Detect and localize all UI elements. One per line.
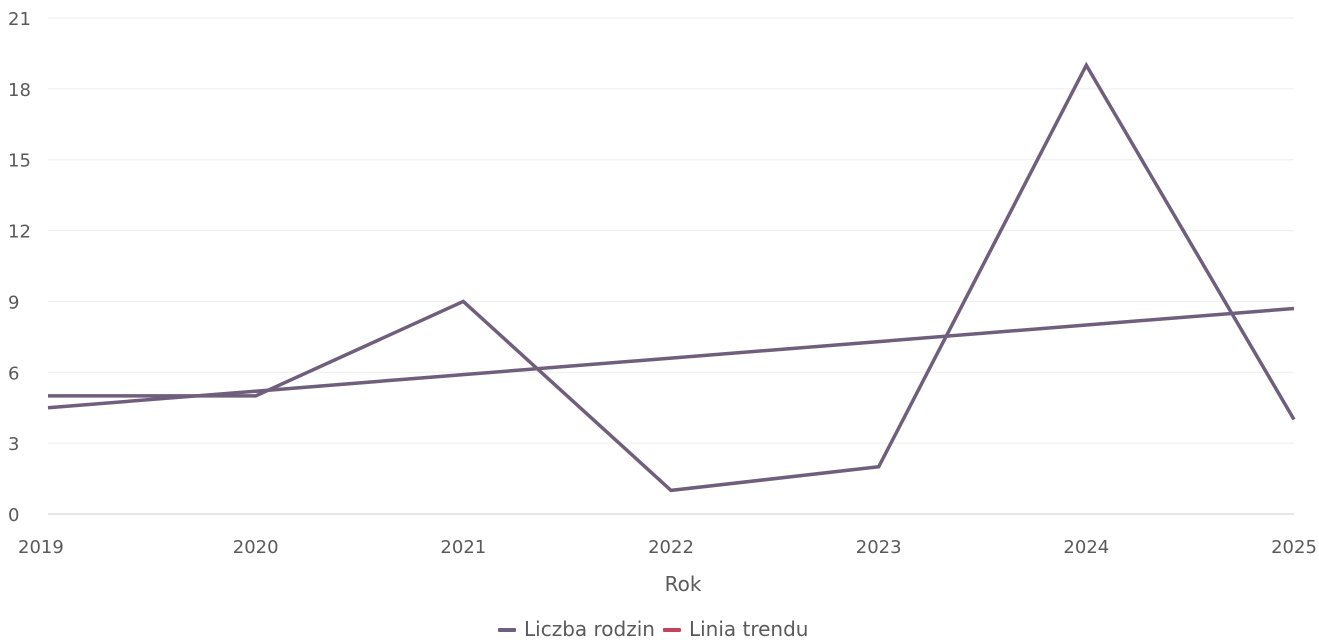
y-tick-label: 21 [8,9,31,30]
legend-label: Liczba rodzin [524,617,655,641]
legend-swatch [662,628,681,632]
y-tick-label: 12 [8,222,31,243]
x-tick-label: 2021 [440,537,486,558]
legend-item-linia-trendu[interactable]: Linia trendu [662,617,809,641]
x-tick-label: 2023 [856,537,902,558]
y-tick-label: 0 [8,505,19,526]
series-layer [47,61,1296,493]
y-tick-label: 3 [8,434,19,455]
x-tick-label: 2025 [1271,537,1317,558]
series-line-liczba-rodzin [48,61,1296,493]
y-tick-label: 18 [8,80,31,101]
y-tick-label: 15 [8,151,31,172]
grid-layer [48,17,1294,444]
x-tick-label: 2022 [648,537,694,558]
legend-item-liczba-rodzin[interactable]: Liczba rodzin [498,617,655,641]
x-tick-label: 2020 [233,537,279,558]
x-tick-label: 2024 [1063,537,1109,558]
legend[interactable]: Liczba rodzin Linia trendu [498,617,808,641]
y-tick-label: 9 [8,292,19,313]
series-line-linia-trendu [47,306,1295,410]
x-axis-ticks: 2019 2020 2021 2022 2023 2024 2025 [18,537,1317,558]
y-axis-ticks: 0 3 6 9 12 15 18 21 [8,9,31,526]
x-axis-title: Rok [665,572,702,596]
legend-swatch [498,628,516,632]
legend-label: Linia trendu [689,617,809,641]
x-tick-label: 2019 [18,537,64,558]
y-tick-label: 6 [8,363,19,384]
